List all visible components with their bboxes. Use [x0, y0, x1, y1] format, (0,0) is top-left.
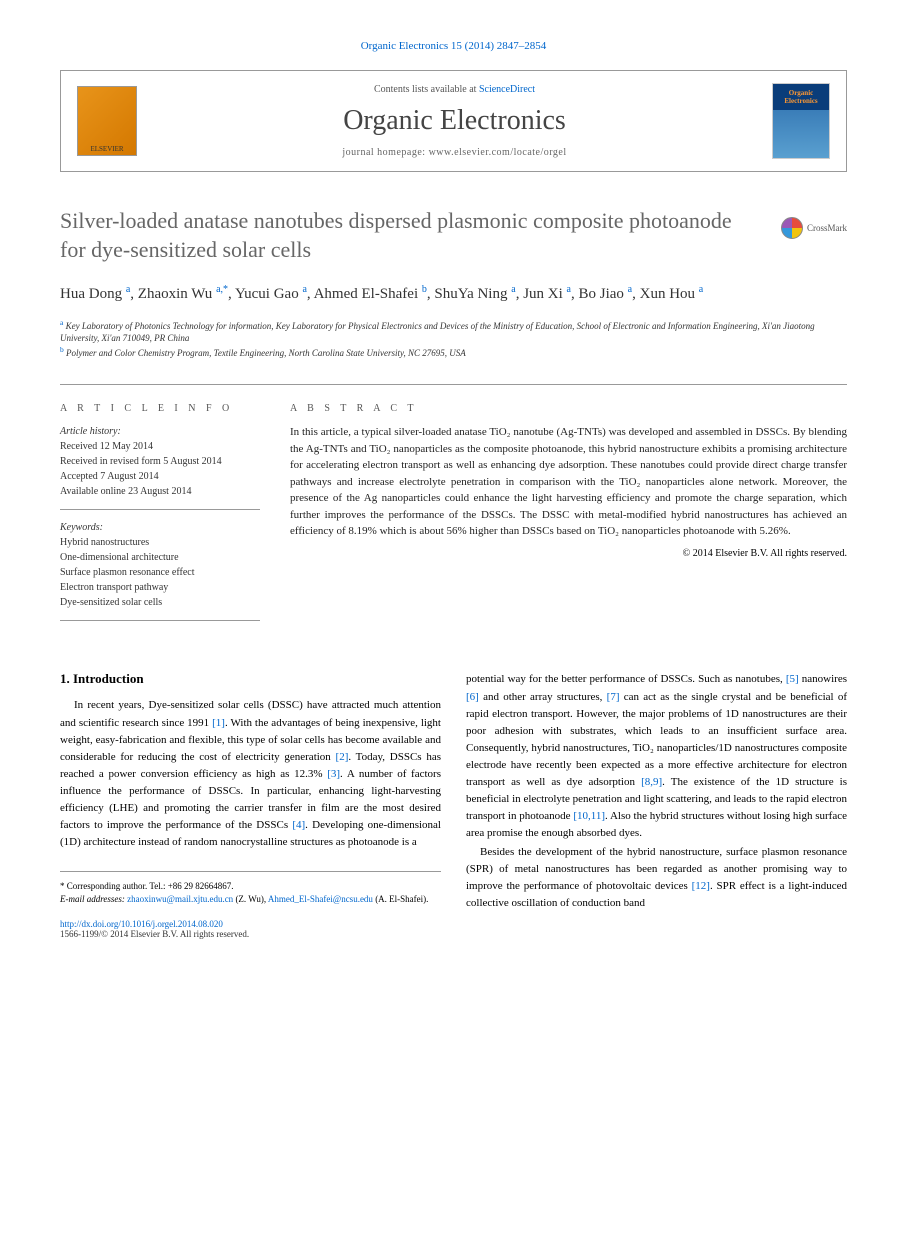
crossmark-icon	[781, 217, 803, 239]
keywords-heading: Keywords:	[60, 522, 103, 533]
author-list: Hua Dong a, Zhaoxin Wu a,*, Yucui Gao a,…	[60, 282, 847, 306]
email-link-1[interactable]: zhaoxinwu@mail.xjtu.edu.cn	[127, 894, 233, 904]
crossmark-label: CrossMark	[807, 223, 847, 233]
cover-text-2: Electronics	[784, 98, 817, 106]
abstract-copyright: © 2014 Elsevier B.V. All rights reserved…	[290, 548, 847, 559]
keyword-item: Surface plasmon resonance effect	[60, 567, 194, 578]
header-center: Contents lists available at ScienceDirec…	[137, 84, 772, 158]
affiliation-b: b Polymer and Color Chemistry Program, T…	[60, 345, 847, 360]
history-online: Available online 23 August 2014	[60, 486, 191, 497]
keyword-item: Hybrid nanostructures	[60, 537, 149, 548]
intro-para-3: Besides the development of the hybrid na…	[466, 844, 847, 912]
doi-line: http://dx.doi.org/10.1016/j.orgel.2014.0…	[60, 919, 441, 929]
journal-header: ELSEVIER Contents lists available at Sci…	[60, 70, 847, 172]
abstract-text: In this article, a typical silver-loaded…	[290, 424, 847, 540]
email-line: E-mail addresses: zhaoxinwu@mail.xjtu.ed…	[60, 893, 441, 907]
keyword-item: Dye-sensitized solar cells	[60, 597, 162, 608]
crossmark-badge[interactable]: CrossMark	[781, 217, 847, 239]
email-name-2: (A. El-Shafei).	[375, 894, 428, 904]
homepage-line: journal homepage: www.elsevier.com/locat…	[147, 147, 762, 158]
keyword-item: One-dimensional architecture	[60, 552, 179, 563]
history-accepted: Accepted 7 August 2014	[60, 471, 159, 482]
citation-line: Organic Electronics 15 (2014) 2847–2854	[60, 40, 847, 52]
article-title: Silver-loaded anatase nanotubes disperse…	[60, 207, 740, 264]
body-col-right: potential way for the better performance…	[466, 671, 847, 938]
homepage-prefix: journal homepage:	[342, 147, 428, 158]
intro-heading: 1. Introduction	[60, 671, 441, 687]
corresponding-footer: * Corresponding author. Tel.: +86 29 826…	[60, 871, 441, 907]
keywords-block: Keywords: Hybrid nanostructures One-dime…	[60, 520, 260, 621]
journal-cover: Organic Electronics	[772, 83, 830, 159]
homepage-url: www.elsevier.com/locate/orgel	[429, 147, 567, 158]
article-info-label: A R T I C L E I N F O	[60, 403, 260, 414]
contents-prefix: Contents lists available at	[374, 84, 479, 95]
keyword-item: Electron transport pathway	[60, 582, 168, 593]
doi-link[interactable]: http://dx.doi.org/10.1016/j.orgel.2014.0…	[60, 919, 223, 929]
history-revised: Received in revised form 5 August 2014	[60, 456, 222, 467]
sciencedirect-link[interactable]: ScienceDirect	[479, 84, 535, 95]
intro-para-1: In recent years, Dye-sensitized solar ce…	[60, 697, 441, 850]
article-history: Article history: Received 12 May 2014 Re…	[60, 424, 260, 510]
email-label: E-mail addresses:	[60, 894, 125, 904]
info-abstract-row: A R T I C L E I N F O Article history: R…	[60, 384, 847, 631]
article-info-col: A R T I C L E I N F O Article history: R…	[60, 403, 260, 631]
affiliations: a Key Laboratory of Photonics Technology…	[60, 318, 847, 360]
affiliation-a: a Key Laboratory of Photonics Technology…	[60, 318, 847, 345]
history-received: Received 12 May 2014	[60, 441, 153, 452]
intro-para-2: potential way for the better performance…	[466, 671, 847, 841]
corresponding-author: * Corresponding author. Tel.: +86 29 826…	[60, 880, 441, 894]
email-link-2[interactable]: Ahmed_El-Shafei@ncsu.edu	[268, 894, 373, 904]
history-heading: Article history:	[60, 426, 121, 437]
abstract-col: A B S T R A C T In this article, a typic…	[290, 403, 847, 631]
elsevier-logo: ELSEVIER	[77, 86, 137, 156]
body-col-left: 1. Introduction In recent years, Dye-sen…	[60, 671, 441, 938]
body-columns: 1. Introduction In recent years, Dye-sen…	[60, 671, 847, 938]
email-name-1: (Z. Wu),	[235, 894, 266, 904]
abstract-label: A B S T R A C T	[290, 403, 847, 414]
issn-line: 1566-1199/© 2014 Elsevier B.V. All right…	[60, 929, 441, 939]
contents-line: Contents lists available at ScienceDirec…	[147, 84, 762, 95]
journal-name: Organic Electronics	[147, 105, 762, 137]
